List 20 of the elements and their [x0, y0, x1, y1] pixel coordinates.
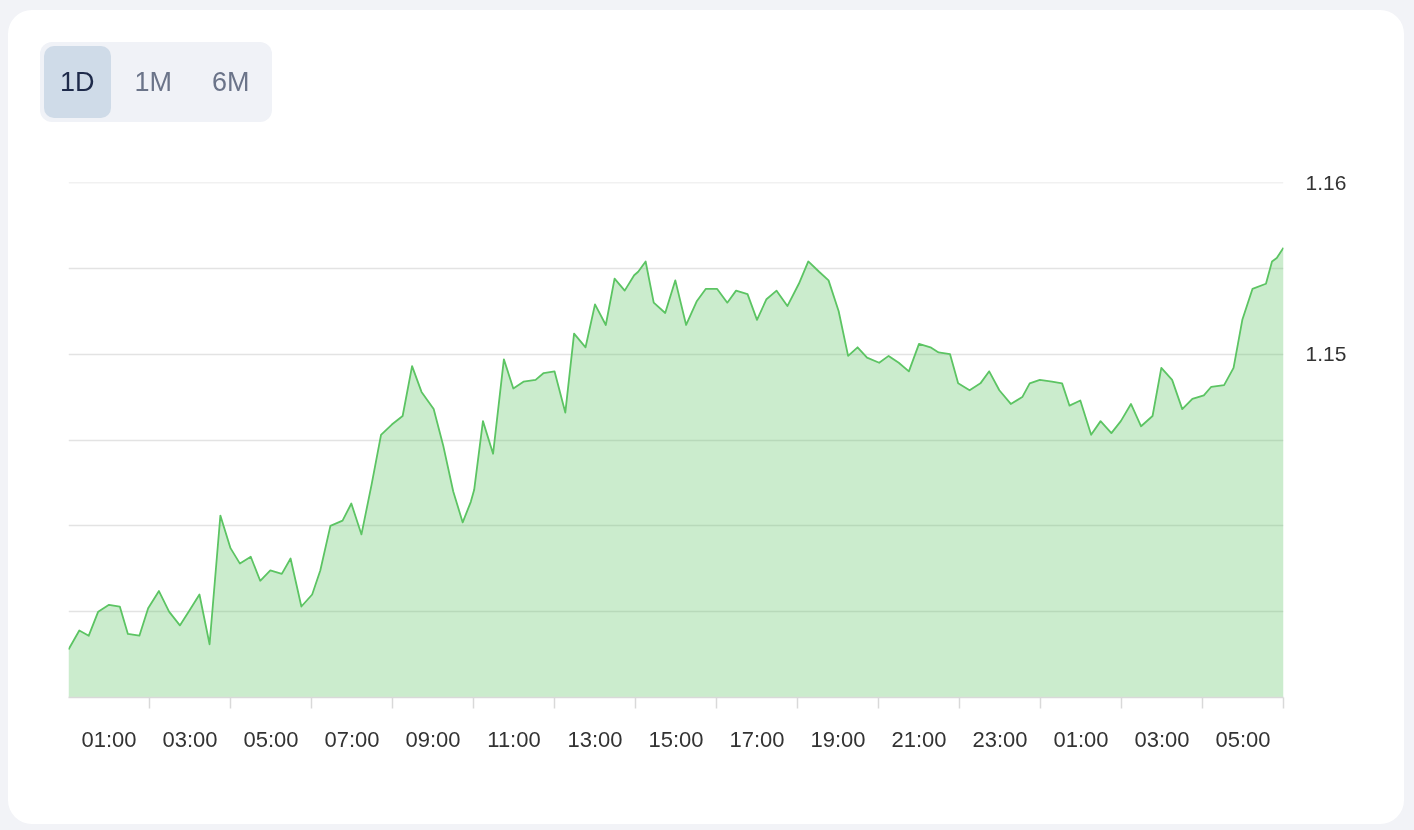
text: 6M [196, 46, 266, 118]
x-tick-label: 13:00 [567, 726, 623, 752]
x-tick-label: 01:00 [81, 726, 137, 752]
text: 1M [118, 46, 189, 118]
x-tick-label: 17:00 [729, 726, 785, 752]
y-tick-label: 1.15 [1305, 342, 1347, 366]
x-tick-label: 23:00 [972, 726, 1028, 752]
x-tick-label: 03:00 [1134, 726, 1190, 752]
x-tick-label: 05:00 [1215, 726, 1271, 752]
x-tick-label: 01:00 [1053, 726, 1109, 752]
x-tick-label: 07:00 [324, 726, 380, 752]
x-tick-label: 09:00 [405, 726, 461, 752]
x-tick-label: 19:00 [810, 726, 866, 752]
x-tick-label: 11:00 [487, 726, 541, 752]
x-tick-label: 05:00 [243, 726, 299, 752]
x-tick-label: 15:00 [648, 726, 704, 752]
x-tick-label: 03:00 [162, 726, 218, 752]
x-tick-label: 21:00 [891, 726, 947, 752]
y-tick-label: 1.16 [1305, 170, 1347, 194]
text: 1D [44, 46, 111, 118]
